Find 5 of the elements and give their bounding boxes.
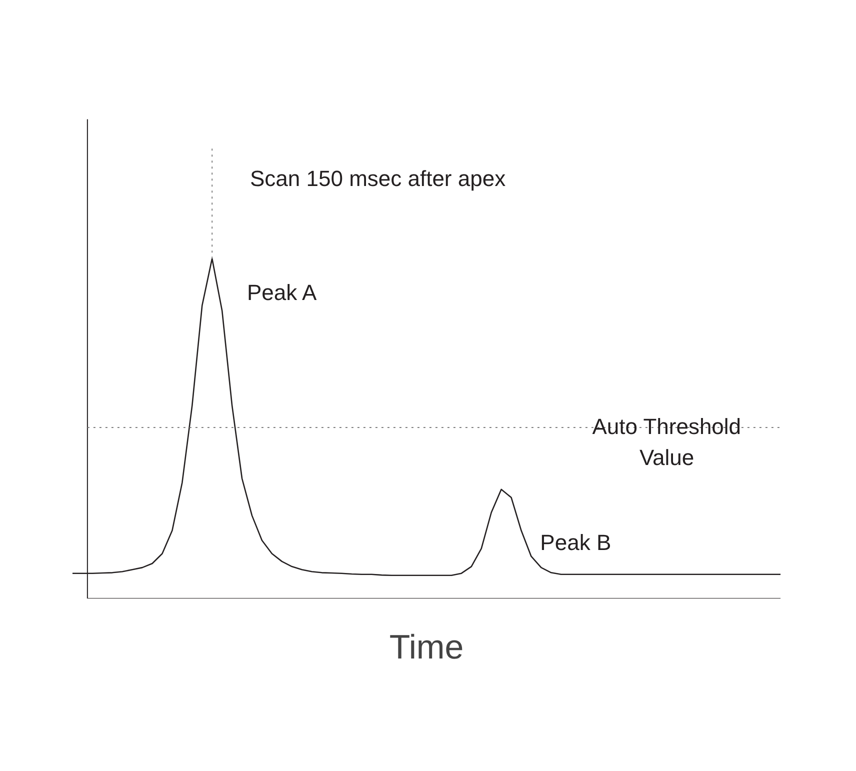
text: Scan 150 msec after apex <box>250 166 506 192</box>
ref-line-label: Auto Threshold Value <box>592 414 742 470</box>
x-axis-title: Time <box>389 628 464 666</box>
annotation: Peak B <box>540 530 612 555</box>
annotation: Peak A <box>247 280 318 306</box>
